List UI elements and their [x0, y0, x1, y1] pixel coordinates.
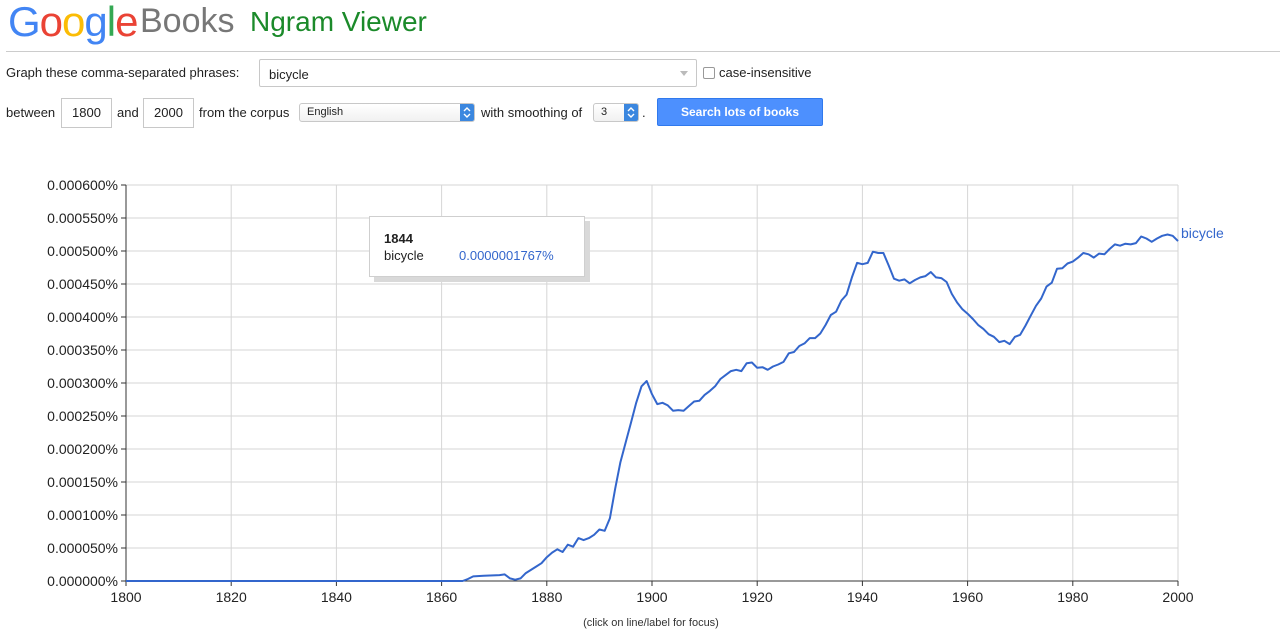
logo-letter: G	[8, 0, 41, 45]
tooltip-year: 1844	[384, 231, 413, 246]
y-tick-label: 0.000200%	[47, 441, 118, 457]
corpus-select[interactable]: English	[299, 103, 475, 122]
header: Google Books Ngram Viewer	[0, 0, 1280, 52]
case-insensitive-checkbox[interactable]	[703, 67, 715, 79]
logo-letter: g	[84, 0, 107, 45]
phrases-input-value: bicycle	[269, 67, 309, 82]
select-arrows-icon	[624, 104, 638, 121]
tooltip-value: 0.0000001767%	[459, 248, 554, 263]
x-tick-label: 1920	[742, 589, 773, 605]
x-tick-label: 1860	[426, 589, 457, 605]
x-tick-label: 1880	[531, 589, 562, 605]
y-tick-label: 0.000150%	[47, 474, 118, 490]
x-tick-label: 1960	[952, 589, 983, 605]
x-tick-label: 1900	[636, 589, 667, 605]
and-label: and	[117, 105, 139, 120]
hover-tooltip: 1844 bicycle 0.0000001767%	[369, 216, 585, 277]
y-tick-label: 0.000600%	[47, 177, 118, 193]
logo-letter: l	[106, 0, 116, 45]
between-label: between	[6, 105, 56, 120]
app-title[interactable]: Ngram Viewer	[250, 6, 427, 37]
logo-letter: o	[62, 0, 85, 45]
x-tick-label: 2000	[1162, 589, 1193, 605]
y-tick-label: 0.000350%	[47, 342, 118, 358]
y-tick-label: 0.000300%	[47, 375, 118, 391]
ngram-chart[interactable]: 0.000000% 0.000050% 0.000100% 0.000150% 0.00…	[0, 130, 1280, 617]
smoothing-select-value: 3	[601, 106, 608, 118]
header-divider	[6, 51, 1280, 52]
chart-series: bicycle	[126, 225, 1224, 582]
start-year-input[interactable]: 1800	[61, 98, 112, 128]
period-text: .	[642, 105, 646, 120]
phrases-input[interactable]: bicycle	[259, 59, 697, 87]
y-tick-label: 0.000050%	[47, 540, 118, 556]
books-logo-text[interactable]: Books	[140, 2, 235, 40]
smoothing-select[interactable]: 3	[593, 103, 639, 122]
series-line-bicycle[interactable]	[126, 233, 1179, 582]
y-tick-label: 0.000500%	[47, 243, 118, 259]
google-logo[interactable]: Google	[8, 0, 138, 46]
y-tick-label: 0.000450%	[47, 276, 118, 292]
end-year-input[interactable]: 2000	[143, 98, 194, 128]
corpus-label: from the corpus	[199, 105, 290, 120]
x-tick-label: 1980	[1057, 589, 1088, 605]
x-axis-ticks: 1800 1820 1840 1860 1880 1900 1920 1940 1960 1980…	[110, 581, 1194, 605]
corpus-select-value: English	[307, 106, 344, 118]
logo-letter: o	[39, 0, 63, 45]
select-arrows-icon	[460, 104, 474, 121]
y-tick-label: 0.000400%	[47, 309, 118, 325]
tooltip-phrase: bicycle	[384, 248, 424, 263]
chart-grid	[125, 184, 1179, 582]
y-tick-label: 0.000100%	[47, 507, 118, 523]
x-tick-label: 1800	[110, 589, 141, 605]
phrases-label: Graph these comma-separated phrases:	[6, 65, 240, 80]
chart-footnote: (click on line/label for focus)	[583, 617, 719, 629]
search-button[interactable]: Search lots of books	[657, 98, 823, 126]
case-insensitive-label[interactable]: case-insensitive	[719, 65, 812, 80]
y-tick-label: 0.000250%	[47, 408, 118, 424]
logo-letter: e	[115, 0, 138, 45]
x-tick-label: 1820	[216, 589, 247, 605]
y-axis-ticks: 0.000000% 0.000050% 0.000100% 0.000150% 0.00…	[47, 177, 126, 589]
x-tick-label: 1840	[321, 589, 352, 605]
y-tick-label: 0.000000%	[47, 573, 118, 589]
dropdown-caret-icon[interactable]	[680, 71, 688, 76]
smoothing-label: with smoothing of	[481, 105, 583, 120]
series-label[interactable]: bicycle	[1181, 225, 1224, 241]
y-tick-label: 0.000550%	[47, 210, 118, 226]
x-tick-label: 1940	[847, 589, 878, 605]
